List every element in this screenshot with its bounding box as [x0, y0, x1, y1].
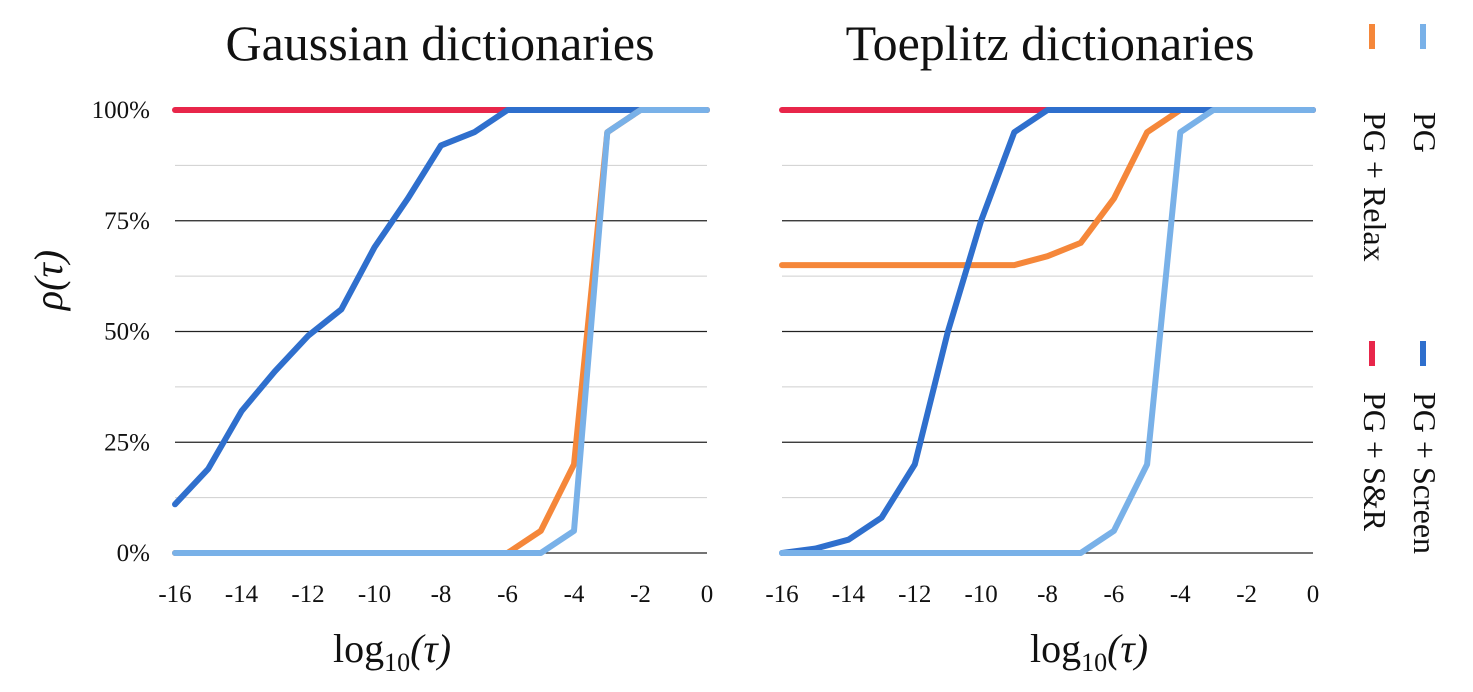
series-line-pg-relax — [779, 107, 1316, 269]
legend-label-pg-sr: PG + S&R — [1357, 392, 1393, 532]
y-axis-label: ρ(τ) — [26, 250, 71, 312]
x-tick-label: -10 — [964, 581, 997, 608]
legend-label-pg-screen: PG + Screen — [1407, 392, 1443, 554]
x-label-argument: (τ) — [410, 626, 451, 671]
x-tick-label: -16 — [765, 581, 798, 608]
toeplitz-title: Toeplitz dictionaries — [846, 15, 1255, 71]
y-tick-label: 100% — [92, 97, 150, 124]
legend-group-1: PG PG + Relax — [1357, 24, 1443, 262]
x-label-base: log — [1030, 626, 1081, 671]
x-tick-label: -10 — [358, 581, 391, 608]
x-label-subscript: 10 — [1081, 648, 1107, 677]
x-label-subscript: 10 — [384, 648, 410, 677]
gaussian-x-axis-label: log10(τ) — [333, 626, 451, 677]
legend-swatch-pg-screen — [1420, 341, 1426, 366]
series-line-pg — [172, 107, 710, 556]
y-tick-label: 50% — [104, 319, 150, 346]
toeplitz-panel: Toeplitz dictionaries -16 -14 -12 -10 -8 -6 -4… — [765, 15, 1319, 677]
x-label-argument: (τ) — [1107, 626, 1148, 671]
x-tick-label: 0 — [701, 581, 714, 608]
legend: PG PG + Relax PG + Screen PG + S&R — [1357, 24, 1443, 554]
x-tick-label: -6 — [497, 581, 518, 608]
legend-label-pg-relax: PG + Relax — [1357, 112, 1393, 262]
y-tick-label: 0% — [117, 540, 150, 567]
series-line-pg-screen — [172, 107, 710, 508]
x-tick-label: 0 — [1307, 581, 1320, 608]
y-tick-label: 75% — [104, 208, 150, 235]
x-tick-label: -16 — [158, 581, 191, 608]
toeplitz-x-axis-label: log10(τ) — [1030, 626, 1148, 677]
x-tick-label: -2 — [1236, 581, 1257, 608]
x-tick-label: -2 — [630, 581, 651, 608]
legend-swatch-pg-sr — [1369, 341, 1375, 366]
x-tick-label: -14 — [225, 581, 259, 608]
legend-label-pg: PG — [1407, 112, 1443, 153]
x-label-base: log — [333, 626, 384, 671]
legend-swatch-pg-relax — [1369, 24, 1375, 49]
x-tick-label: -8 — [431, 581, 452, 608]
gaussian-panel: Gaussian dictionaries ρ(τ) -16 -14 -12 -10 -… — [26, 15, 713, 677]
series-line-pg — [779, 107, 1316, 556]
x-tick-label: -14 — [832, 581, 866, 608]
x-tick-label: -8 — [1037, 581, 1058, 608]
gaussian-title: Gaussian dictionaries — [225, 15, 654, 71]
y-tick-label: 25% — [104, 429, 150, 456]
legend-swatch-pg — [1420, 24, 1426, 49]
legend-group-2: PG + Screen PG + S&R — [1357, 341, 1443, 554]
x-tick-label: -4 — [1170, 581, 1191, 608]
x-tick-label: -12 — [291, 581, 324, 608]
y-axis-label-text: ρ(τ) — [26, 250, 71, 312]
x-tick-label: -6 — [1103, 581, 1124, 608]
x-tick-label: -4 — [564, 581, 585, 608]
x-tick-label: -12 — [898, 581, 931, 608]
